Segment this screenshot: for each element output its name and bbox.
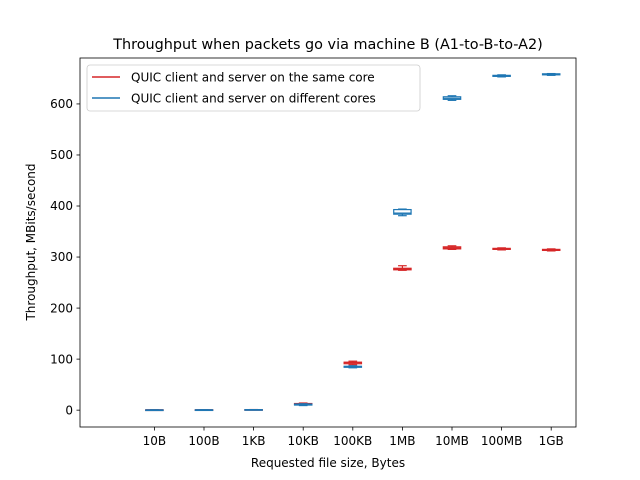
y-tick-label: 100 bbox=[50, 352, 73, 366]
box-10B bbox=[145, 409, 164, 412]
series-1 bbox=[145, 72, 561, 412]
box-1KB bbox=[244, 408, 263, 411]
x-tick-label: 1MB bbox=[389, 434, 415, 448]
box-100KB bbox=[343, 360, 363, 366]
x-axis-label: Requested file size, Bytes bbox=[251, 456, 405, 470]
y-axis-label: Throughput, MBits/second bbox=[24, 163, 38, 321]
x-tick-label: 100KB bbox=[333, 434, 372, 448]
x-tick-label: 100MB bbox=[481, 434, 523, 448]
chart-title: Throughput when packets go via machine B… bbox=[112, 37, 543, 53]
box-100KB bbox=[343, 365, 363, 369]
box-1GB bbox=[541, 72, 561, 76]
y-tick-label: 500 bbox=[50, 148, 73, 162]
y-tick-label: 200 bbox=[50, 301, 73, 315]
y-tick-label: 0 bbox=[65, 403, 73, 417]
box-1MB bbox=[393, 208, 412, 217]
plot-area bbox=[80, 58, 576, 427]
legend-label-same-core: QUIC client and server on the same core bbox=[131, 71, 375, 85]
x-tick-label: 100B bbox=[188, 434, 219, 448]
box-10MB bbox=[442, 245, 462, 250]
box-1MB bbox=[393, 265, 412, 271]
boxes-layer bbox=[145, 72, 561, 412]
plot-frame bbox=[79, 57, 577, 428]
y-axis: 0 100 200 300 400 500 600 bbox=[50, 97, 80, 417]
x-tick-label: 1GB bbox=[539, 434, 564, 448]
box-10KB bbox=[293, 403, 313, 407]
x-tick-label: 10KB bbox=[288, 434, 319, 448]
y-tick-label: 600 bbox=[50, 97, 73, 111]
x-tick-label: 10B bbox=[143, 434, 167, 448]
x-tick-label: 10MB bbox=[435, 434, 469, 448]
x-tick-label: 1KB bbox=[242, 434, 266, 448]
legend-frame bbox=[86, 64, 421, 112]
box-100MB bbox=[492, 74, 511, 78]
box-100MB bbox=[492, 247, 511, 251]
box-100B bbox=[194, 409, 214, 412]
legend-label-different-cores: QUIC client and server on different core… bbox=[131, 92, 376, 106]
box-1GB bbox=[541, 248, 561, 252]
y-tick-label: 300 bbox=[50, 250, 73, 264]
x-axis: 10B 100B 1KB 10KB 100KB 1MB 10MB 100MB 1GB bbox=[143, 427, 564, 448]
box-10MB bbox=[442, 95, 462, 101]
legend: QUIC client and server on the same core … bbox=[86, 64, 421, 112]
box-body bbox=[393, 208, 412, 215]
y-tick-label: 400 bbox=[50, 199, 73, 213]
